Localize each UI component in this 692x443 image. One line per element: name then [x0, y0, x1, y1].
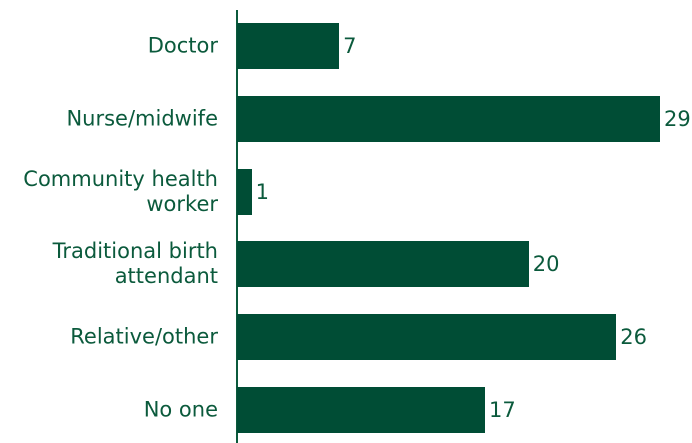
value-label: 1	[255, 179, 269, 204]
bar	[237, 168, 252, 215]
category-label: Community health worker	[23, 166, 218, 216]
category-label: Nurse/midwife	[66, 106, 218, 131]
value-label: 20	[532, 252, 560, 277]
value-label: 17	[488, 398, 516, 422]
category-label: Relative/other	[70, 324, 218, 349]
bar	[237, 241, 529, 288]
value-label: 7	[343, 34, 357, 58]
category-label: No one	[143, 397, 218, 422]
value-label: 29	[664, 106, 691, 131]
bar	[237, 23, 340, 69]
value-label: 26	[620, 325, 647, 350]
category-label: Traditional birth attendant	[52, 239, 218, 289]
bar	[237, 387, 485, 433]
bar	[237, 95, 660, 142]
bar	[237, 314, 617, 361]
category-label: Doctor	[147, 33, 218, 58]
axis-line	[236, 10, 238, 443]
